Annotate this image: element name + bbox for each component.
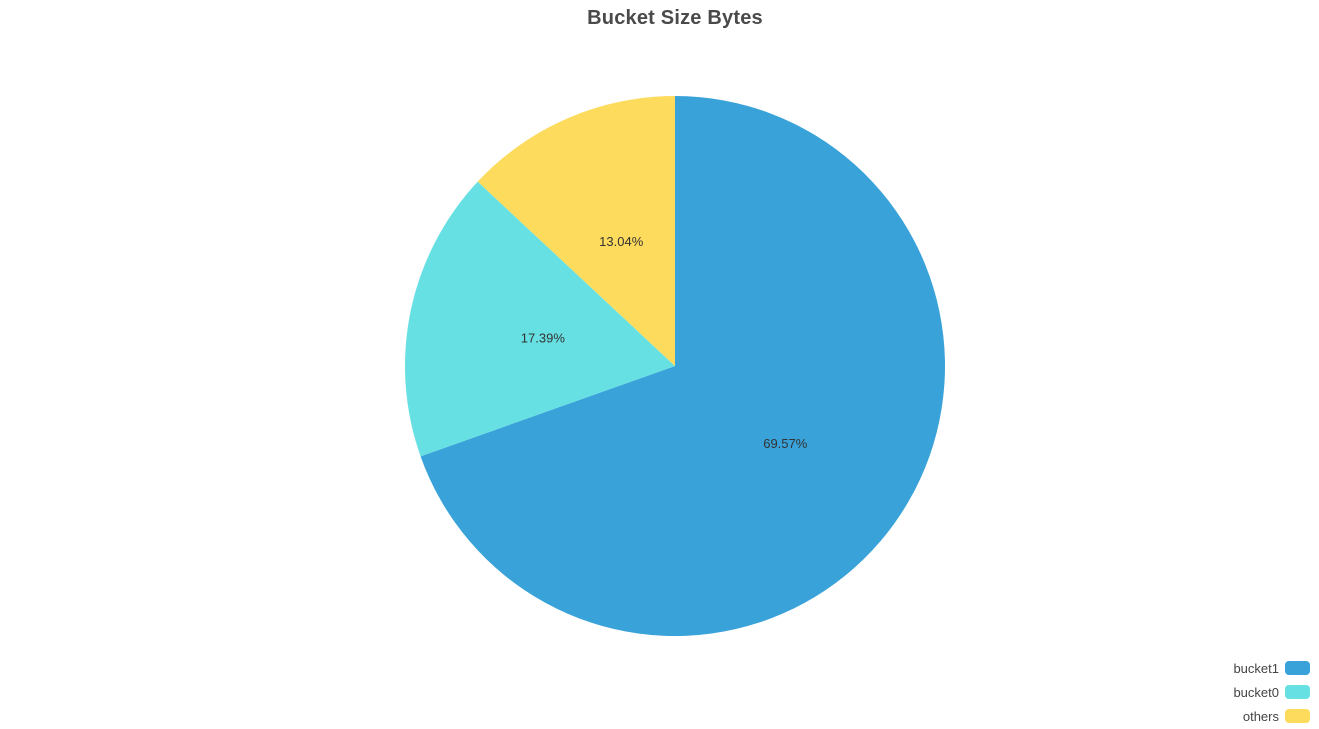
pie-slice-bucket1[interactable] — [420, 96, 945, 636]
legend-label: others — [1242, 708, 1279, 724]
legend-label: bucket0 — [1233, 684, 1279, 700]
legend-item-bucket0[interactable]: bucket0 — [1110, 680, 1310, 704]
legend-item-others[interactable]: others — [1110, 704, 1310, 728]
legend-swatch — [1285, 709, 1310, 723]
chart-title: Bucket Size Bytes — [587, 7, 763, 29]
legend-swatch — [1285, 661, 1310, 675]
legend: bucket1 bucket0 others — [1110, 656, 1310, 728]
legend-swatch — [1285, 685, 1310, 699]
legend-label: bucket1 — [1233, 660, 1279, 676]
pie-slice-others[interactable] — [477, 95, 675, 366]
legend-item-bucket1[interactable]: bucket1 — [1110, 656, 1310, 680]
slice-label-bucket1: 69.57% — [763, 436, 808, 451]
pie-slice-bucket0[interactable] — [405, 181, 675, 457]
slice-label-bucket0: 17.39% — [521, 330, 566, 345]
slice-label-others: 13.04% — [599, 234, 644, 249]
